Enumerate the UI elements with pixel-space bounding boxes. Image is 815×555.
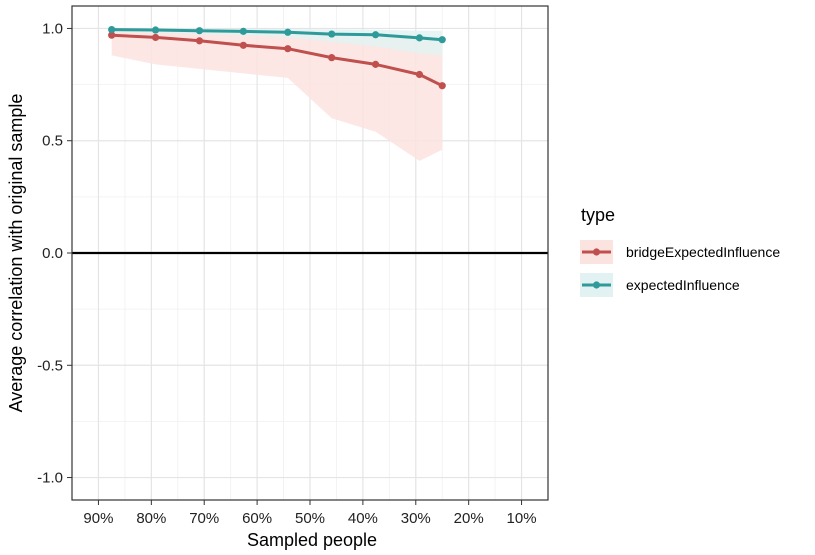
y-tick-label: -1.0 — [37, 470, 63, 487]
point-expectedInfluence — [239, 27, 247, 35]
x-tick-label: 90% — [83, 510, 113, 527]
x-tick-label: 60% — [242, 510, 272, 527]
x-tick-label: 80% — [136, 510, 166, 527]
y-axis-ticks: -1.0 -0.5 0.0 0.5 1.0 — [37, 20, 72, 487]
legend-item-expectedInfluence: expectedInfluence — [580, 273, 740, 297]
point-bridgeExpectedInfluence — [195, 37, 204, 45]
legend-item-bridgeExpectedInfluence: bridgeExpectedInfluence — [580, 240, 780, 264]
y-tick-label: 0.5 — [42, 133, 63, 150]
point-bridgeExpectedInfluence — [371, 60, 380, 68]
y-tick-label: 0.0 — [42, 245, 63, 262]
legend-label: bridgeExpectedInfluence — [626, 244, 780, 260]
legend-key-point — [592, 281, 601, 289]
legend-key-point — [592, 248, 601, 256]
x-tick-label: 10% — [507, 510, 537, 527]
point-bridgeExpectedInfluence — [438, 82, 446, 90]
legend-title: type — [581, 205, 615, 225]
legend-label: expectedInfluence — [626, 277, 740, 293]
point-bridgeExpectedInfluence — [284, 45, 292, 53]
x-axis-title: Sampled people — [247, 530, 377, 550]
x-axis-ticks: 90% 80% 70% 60% 50% 40% 30% 20% 10% — [83, 500, 537, 527]
x-tick-label: 20% — [454, 510, 484, 527]
x-tick-label: 70% — [189, 510, 219, 527]
point-expectedInfluence — [151, 26, 160, 34]
point-expectedInfluence — [415, 34, 424, 42]
legend: type bridgeExpectedInfluence expectedInfl… — [580, 205, 780, 297]
point-expectedInfluence — [371, 31, 380, 39]
point-bridgeExpectedInfluence — [328, 54, 336, 62]
point-bridgeExpectedInfluence — [239, 41, 247, 49]
point-expectedInfluence — [108, 25, 116, 34]
x-tick-label: 30% — [401, 510, 431, 527]
y-tick-label: -0.5 — [37, 357, 63, 374]
point-bridgeExpectedInfluence — [415, 70, 424, 79]
point-expectedInfluence — [195, 27, 204, 35]
series-points — [108, 25, 446, 90]
y-tick-label: 1.0 — [42, 20, 63, 37]
point-expectedInfluence — [328, 30, 336, 38]
point-bridgeExpectedInfluence — [108, 31, 116, 39]
point-expectedInfluence — [284, 28, 292, 36]
y-axis-title: Average correlation with original sample — [6, 94, 26, 413]
point-bridgeExpectedInfluence — [151, 33, 160, 42]
point-expectedInfluence — [438, 36, 446, 44]
x-tick-label: 40% — [348, 510, 378, 527]
x-tick-label: 50% — [295, 510, 325, 527]
